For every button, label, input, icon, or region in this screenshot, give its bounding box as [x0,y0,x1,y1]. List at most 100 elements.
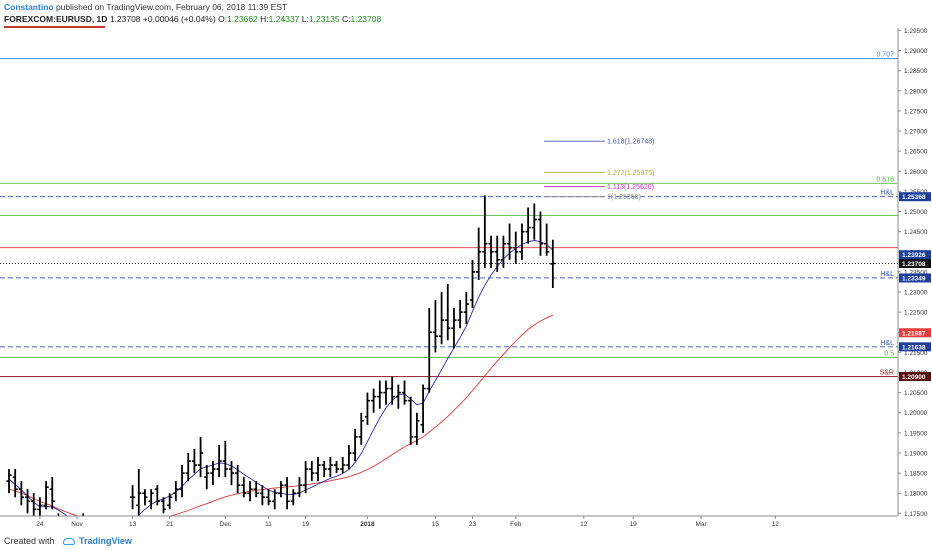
level-label: H&L [880,190,894,197]
open-value: 1.23662 [227,14,258,24]
ohlc-bar [352,428,358,462]
ohlc-bar [204,465,210,490]
price-tick-label: 1.23500 [904,269,928,276]
close-label: C: [341,14,351,24]
time-tick-label: Mar [696,521,708,528]
ohlc-bar [118,521,123,533]
price-tag-bg [899,372,931,382]
time-tick-label: 21 [166,521,174,528]
ohlc-bar [296,477,303,498]
ohlc-bar [303,461,309,494]
price-tick-label: 1.29500 [904,28,928,35]
time-tick-label: Dec [220,521,232,528]
ohlc-bar [519,223,525,260]
ohlc-bar [259,485,265,506]
ohlc-bar [284,477,290,510]
price-tick-label: 1.18500 [904,471,928,478]
ohlc-bar [241,477,247,498]
ohlc-bar [537,211,544,256]
fib-ext-label: 1.113(1.25620) [607,184,654,191]
time-axis[interactable]: 24 Nov 13 21 Dec 11 19 2018 15 23 Feb 12 19 Mar 12 [0,515,898,528]
low-label: L: [301,14,309,24]
ohlc-bar [469,259,476,309]
ohlc-bar [43,481,49,510]
ohlc-bar [389,376,395,405]
ohlc-bar [506,223,513,260]
price-tick-label: 1.26000 [904,169,928,176]
footer: Created with TradingView [4,534,132,548]
ohlc-bar [426,308,432,393]
ohlc-bar [531,203,537,240]
ohlc-bar [37,497,43,516]
price-tick-label: 1.22500 [904,310,928,317]
price-axis[interactable]: 1.17500 1.18000 1.18500 1.19000 1.19500 1.200… [897,28,928,518]
tradingview-brand[interactable]: TradingView [79,536,132,546]
ohlc-bar [414,412,420,445]
ohlc-bar [309,461,315,482]
open-label: O: [218,14,228,24]
fib-ext-label: 1(1.25368) [607,194,641,201]
low-value: 1.23135 [308,14,340,24]
ohlc-bar [173,481,179,502]
ohlc-bar [142,489,148,506]
level-label: 0.618 [876,176,894,183]
symbol-label[interactable]: FOREXCOM:EURUSD, 1D [4,14,108,24]
tradingview-cloud-icon [63,538,76,546]
price-tags: 1.25368 1.23926 1.23708 1.23349 1.21987 1.216… [899,192,931,382]
time-tick-label: 2018 [360,521,375,528]
chart-header: Constantino published on TradingView.com… [4,2,704,26]
ohlc-bar [191,448,197,474]
ohlc-bar [247,481,253,502]
published-info: published on TradingView.com, February 0… [55,2,288,12]
level-label: 0.5 [884,351,894,358]
price-tag-label: 1.20900 [902,374,926,381]
price-tick-label: 1.26500 [904,149,928,156]
last-price: 1.23708 [109,14,141,24]
ohlc-bar [488,235,494,268]
price-tag-label: 1.23349 [902,275,926,282]
ohlc-bars [6,195,556,533]
price-tick-label: 1.17500 [904,511,928,518]
ohlc-bar [253,481,259,498]
high-label: H: [260,14,269,24]
fib-extensions: 1.618(1.26748) 1.272(1.25975) 1.113(1.2562… [544,139,654,201]
time-tick-label: 13 [129,521,137,528]
price-tick-label: 1.28500 [904,68,928,75]
ohlc-bar [544,223,550,256]
price-tag-label: 1.21987 [902,330,926,337]
ohlc-bar [395,384,401,409]
author-name[interactable]: Constantino [4,2,54,12]
ohlc-bar [154,485,160,506]
created-with-label: Created with [4,536,55,546]
price-change: +0.00046 (+0.04%) [142,14,216,24]
price-tick-label: 1.24500 [904,229,928,236]
ohlc-bar [494,235,500,272]
level-label: H&L [880,271,894,278]
price-tag-label: 1.23708 [902,261,926,268]
ohlc-bar [197,436,204,478]
price-tag-label: 1.23926 [902,252,926,259]
time-tick-label: 15 [432,521,440,528]
ohlc-bar [321,461,327,478]
price-tick-label: 1.27500 [904,108,928,115]
ohlc-bar [265,489,272,506]
price-tag-bg [899,250,931,260]
ohlc-bar [500,235,506,268]
ohlc-bar [49,477,55,510]
time-tick-label: Feb [510,521,522,528]
ohlc-bar [315,457,321,482]
ohlc-bar [383,380,389,405]
ohlc-bar [476,227,482,280]
price-tick-label: 1.27000 [904,129,928,136]
ohlc-bar [333,461,340,474]
ohlc-bar [148,489,154,510]
close-value: 1.23708 [350,14,382,24]
time-tick-label: 11 [265,521,272,528]
ohlc-bar [346,444,352,470]
time-tick-label: 12 [580,521,588,528]
price-tick-label: 1.28000 [904,88,928,95]
ohlc-bar [445,283,451,341]
fib-ext-label: 1.618(1.26748) [607,139,654,146]
ohlc-bar [272,489,278,510]
